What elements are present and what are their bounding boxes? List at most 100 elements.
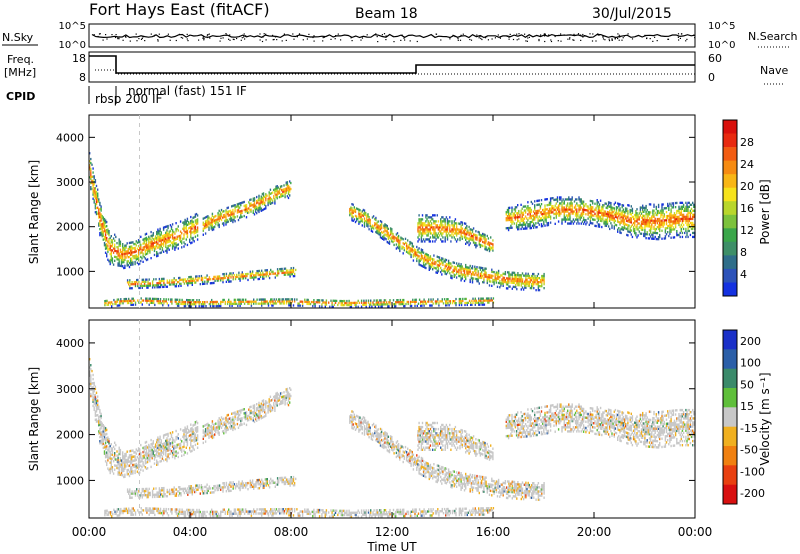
power-cell	[445, 226, 448, 229]
noise-search-dot	[569, 37, 571, 39]
power-cell	[179, 236, 182, 239]
power-cell	[225, 211, 227, 214]
power-cell	[384, 229, 386, 232]
power-cell	[579, 204, 581, 207]
power-cell	[482, 267, 484, 270]
power-cell	[206, 225, 208, 229]
power-cell	[101, 216, 103, 220]
power-cell	[516, 273, 518, 277]
power-cell	[405, 246, 408, 249]
power-cell	[510, 224, 512, 227]
freq-unit-label: [MHz]	[4, 66, 36, 79]
power-cell	[536, 213, 538, 217]
power-cell	[156, 238, 158, 242]
power-cell	[342, 304, 345, 307]
power-cell	[653, 221, 655, 224]
power-cell	[231, 217, 233, 220]
noise-search-dot	[203, 38, 205, 40]
power-cell	[529, 223, 531, 226]
power-cell	[425, 224, 427, 227]
power-cell	[475, 230, 477, 233]
power-cell	[519, 221, 521, 225]
power-cell	[453, 265, 455, 268]
power-cell	[623, 218, 626, 222]
power-cell	[223, 214, 225, 217]
power-cell	[533, 281, 535, 284]
power-cell	[605, 202, 607, 205]
power-cell	[387, 241, 390, 244]
power-cell	[507, 228, 510, 232]
power-cell	[488, 284, 491, 287]
power-cell	[537, 277, 540, 280]
power-cell	[596, 205, 598, 208]
noise-search-dot	[508, 36, 510, 38]
power-cell	[536, 277, 538, 280]
noise-search-dot	[117, 36, 119, 38]
power-cell	[461, 223, 463, 226]
power-cell	[149, 241, 151, 244]
power-cell	[569, 202, 571, 205]
noise-search-dot	[481, 38, 483, 41]
power-cell	[183, 278, 186, 281]
power-cell	[627, 230, 629, 233]
power-cell	[436, 269, 438, 272]
power-cell	[483, 279, 485, 282]
power-cell	[257, 209, 259, 212]
power-cell	[542, 212, 544, 216]
power-cell	[428, 230, 430, 233]
power-cell	[243, 302, 246, 305]
power-cell	[165, 237, 167, 240]
power-cell	[626, 233, 628, 237]
power-cell	[528, 225, 530, 228]
power-cell	[163, 283, 165, 286]
power-cell	[534, 206, 536, 209]
power-cell	[258, 204, 260, 207]
power-cell	[137, 259, 140, 262]
power-cell	[346, 303, 348, 307]
power-cell	[523, 205, 526, 208]
power-cell	[471, 277, 474, 280]
power-cell	[527, 282, 529, 285]
power-cell	[159, 300, 162, 303]
power-cell	[215, 223, 217, 226]
power-cell	[516, 288, 518, 291]
power-cell	[684, 207, 686, 210]
power-cell	[255, 302, 257, 305]
power-cell	[544, 214, 546, 217]
power-cell	[634, 222, 636, 225]
power-cell	[569, 222, 571, 225]
power-cell	[628, 230, 630, 233]
power-cell	[434, 266, 436, 270]
power-cell	[627, 220, 629, 223]
power-cell	[685, 219, 687, 223]
power-cell	[348, 301, 350, 305]
power-cell	[613, 225, 615, 228]
power-cell	[659, 233, 661, 237]
power-cell	[391, 236, 393, 239]
noise-search-dot	[392, 35, 394, 37]
power-cell	[137, 299, 139, 302]
power-cell	[605, 224, 607, 227]
power-cell	[162, 238, 165, 241]
power-cell	[662, 221, 664, 224]
power-cell	[527, 213, 529, 216]
power-cell	[219, 217, 222, 220]
power-cell	[102, 232, 104, 235]
power-cell	[115, 235, 117, 239]
power-cell	[604, 212, 606, 215]
power-cell	[681, 217, 684, 221]
power-cell	[624, 227, 627, 230]
power-cell	[674, 226, 677, 229]
power-cell	[401, 300, 404, 304]
power-cell	[692, 213, 694, 216]
power-cell	[351, 215, 353, 218]
power-cell	[384, 233, 386, 236]
power-cell	[245, 204, 248, 207]
power-cell	[217, 224, 219, 227]
power-cell	[580, 198, 582, 201]
power-cell	[196, 214, 199, 217]
power-cell	[428, 238, 430, 241]
power-cell	[173, 281, 175, 284]
power-cell	[234, 298, 237, 301]
power-cell	[419, 220, 421, 223]
